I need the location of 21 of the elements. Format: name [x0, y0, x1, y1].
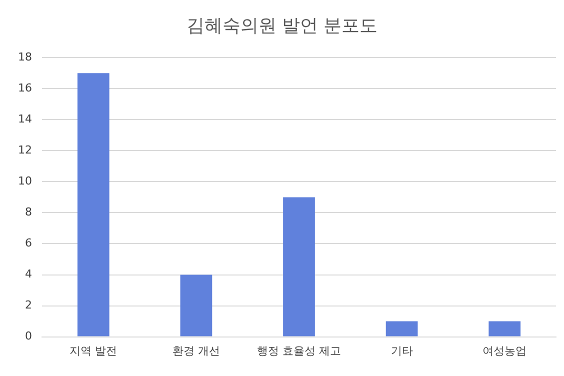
- y-tick-label: 12: [18, 144, 32, 157]
- x-tick-label: 기타: [390, 344, 413, 358]
- chart-title: 김혜숙의원 발언 분포도: [186, 15, 378, 36]
- x-tick-label: 여성농업: [482, 344, 527, 358]
- x-tick-label: 지역 발전: [70, 344, 118, 358]
- y-tick-label: 10: [18, 174, 32, 188]
- bar: [386, 321, 418, 336]
- y-tick-label: 4: [24, 268, 32, 281]
- y-tick-label: 18: [18, 50, 32, 64]
- x-tick-label: 행정 효율성 제고: [257, 344, 341, 358]
- bar: [77, 73, 110, 336]
- y-tick-label: 2: [24, 298, 32, 312]
- bar: [488, 321, 521, 336]
- bar: [283, 197, 315, 336]
- y-tick-label: 16: [18, 81, 32, 94]
- bar: [180, 274, 212, 336]
- y-tick-label: 14: [18, 112, 32, 126]
- y-tick-label: 0: [24, 330, 32, 343]
- y-tick-label: 6: [24, 236, 32, 250]
- y-tick-label: 8: [24, 206, 32, 219]
- x-tick-label: 환경 개선: [172, 344, 220, 358]
